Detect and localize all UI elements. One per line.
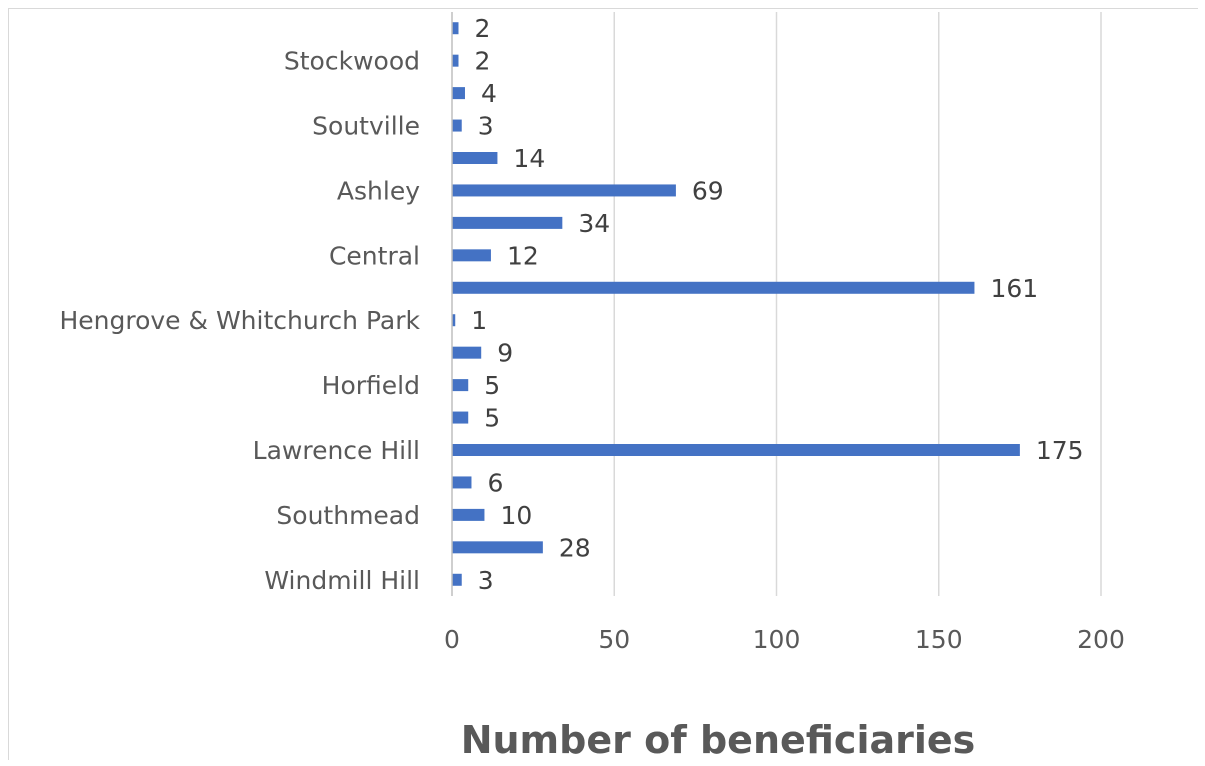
data-label: 4 <box>481 79 497 108</box>
data-label: 10 <box>500 501 532 530</box>
bar <box>452 281 975 294</box>
bar <box>452 184 676 197</box>
data-label: 6 <box>487 468 503 497</box>
bar <box>452 508 485 521</box>
data-label: 2 <box>474 14 490 43</box>
chart-frame <box>8 8 1198 760</box>
bar <box>452 411 469 424</box>
bar <box>452 573 462 586</box>
category-label: Lawrence Hill <box>253 436 420 465</box>
bar <box>452 87 465 100</box>
bar <box>452 216 563 229</box>
category-label: Stockwood <box>284 47 420 76</box>
bar <box>452 54 459 67</box>
data-label: 175 <box>1036 436 1084 465</box>
data-label: 28 <box>559 533 591 562</box>
bar <box>452 249 491 262</box>
x-tick-label: 50 <box>598 625 630 654</box>
category-label: Hengrove & Whitchurch Park <box>59 306 420 335</box>
bars <box>452 22 1020 586</box>
data-label: 69 <box>692 176 724 205</box>
x-axis-title: Number of beneficiaries <box>461 718 976 762</box>
data-label: 5 <box>484 404 500 433</box>
data-label: 12 <box>507 241 539 270</box>
category-label: Horfield <box>322 371 420 400</box>
bar <box>452 22 459 35</box>
category-label: Southmead <box>276 501 420 530</box>
data-label: 3 <box>478 112 494 141</box>
bar <box>452 119 462 132</box>
data-label: 161 <box>990 274 1038 303</box>
bar <box>452 541 543 554</box>
x-tick-label: 100 <box>753 625 801 654</box>
bar <box>452 314 456 327</box>
bar <box>452 379 469 392</box>
x-tick-label: 0 <box>444 625 460 654</box>
bar <box>452 152 498 164</box>
data-label: 2 <box>474 47 490 76</box>
bar <box>452 444 1020 456</box>
category-labels: Windmill Hill Southmead Lawrence Hill Horfi… <box>59 47 420 595</box>
bar <box>452 476 472 489</box>
x-tick-label: 150 <box>915 625 963 654</box>
data-label: 1 <box>471 306 487 335</box>
category-label: Soutville <box>312 112 420 141</box>
category-label: Ashley <box>337 176 420 205</box>
x-tick-label: 200 <box>1077 625 1125 654</box>
gridlines <box>613 12 1102 596</box>
data-label: 34 <box>578 209 610 238</box>
x-tick-labels: 0 50 100 150 200 <box>444 625 1125 654</box>
data-label: 14 <box>513 144 545 173</box>
data-label: 3 <box>478 566 494 595</box>
category-label: Central <box>329 241 420 270</box>
category-label: Windmill Hill <box>264 566 420 595</box>
data-label: 9 <box>497 339 513 368</box>
bar <box>452 346 482 359</box>
data-label: 5 <box>484 371 500 400</box>
